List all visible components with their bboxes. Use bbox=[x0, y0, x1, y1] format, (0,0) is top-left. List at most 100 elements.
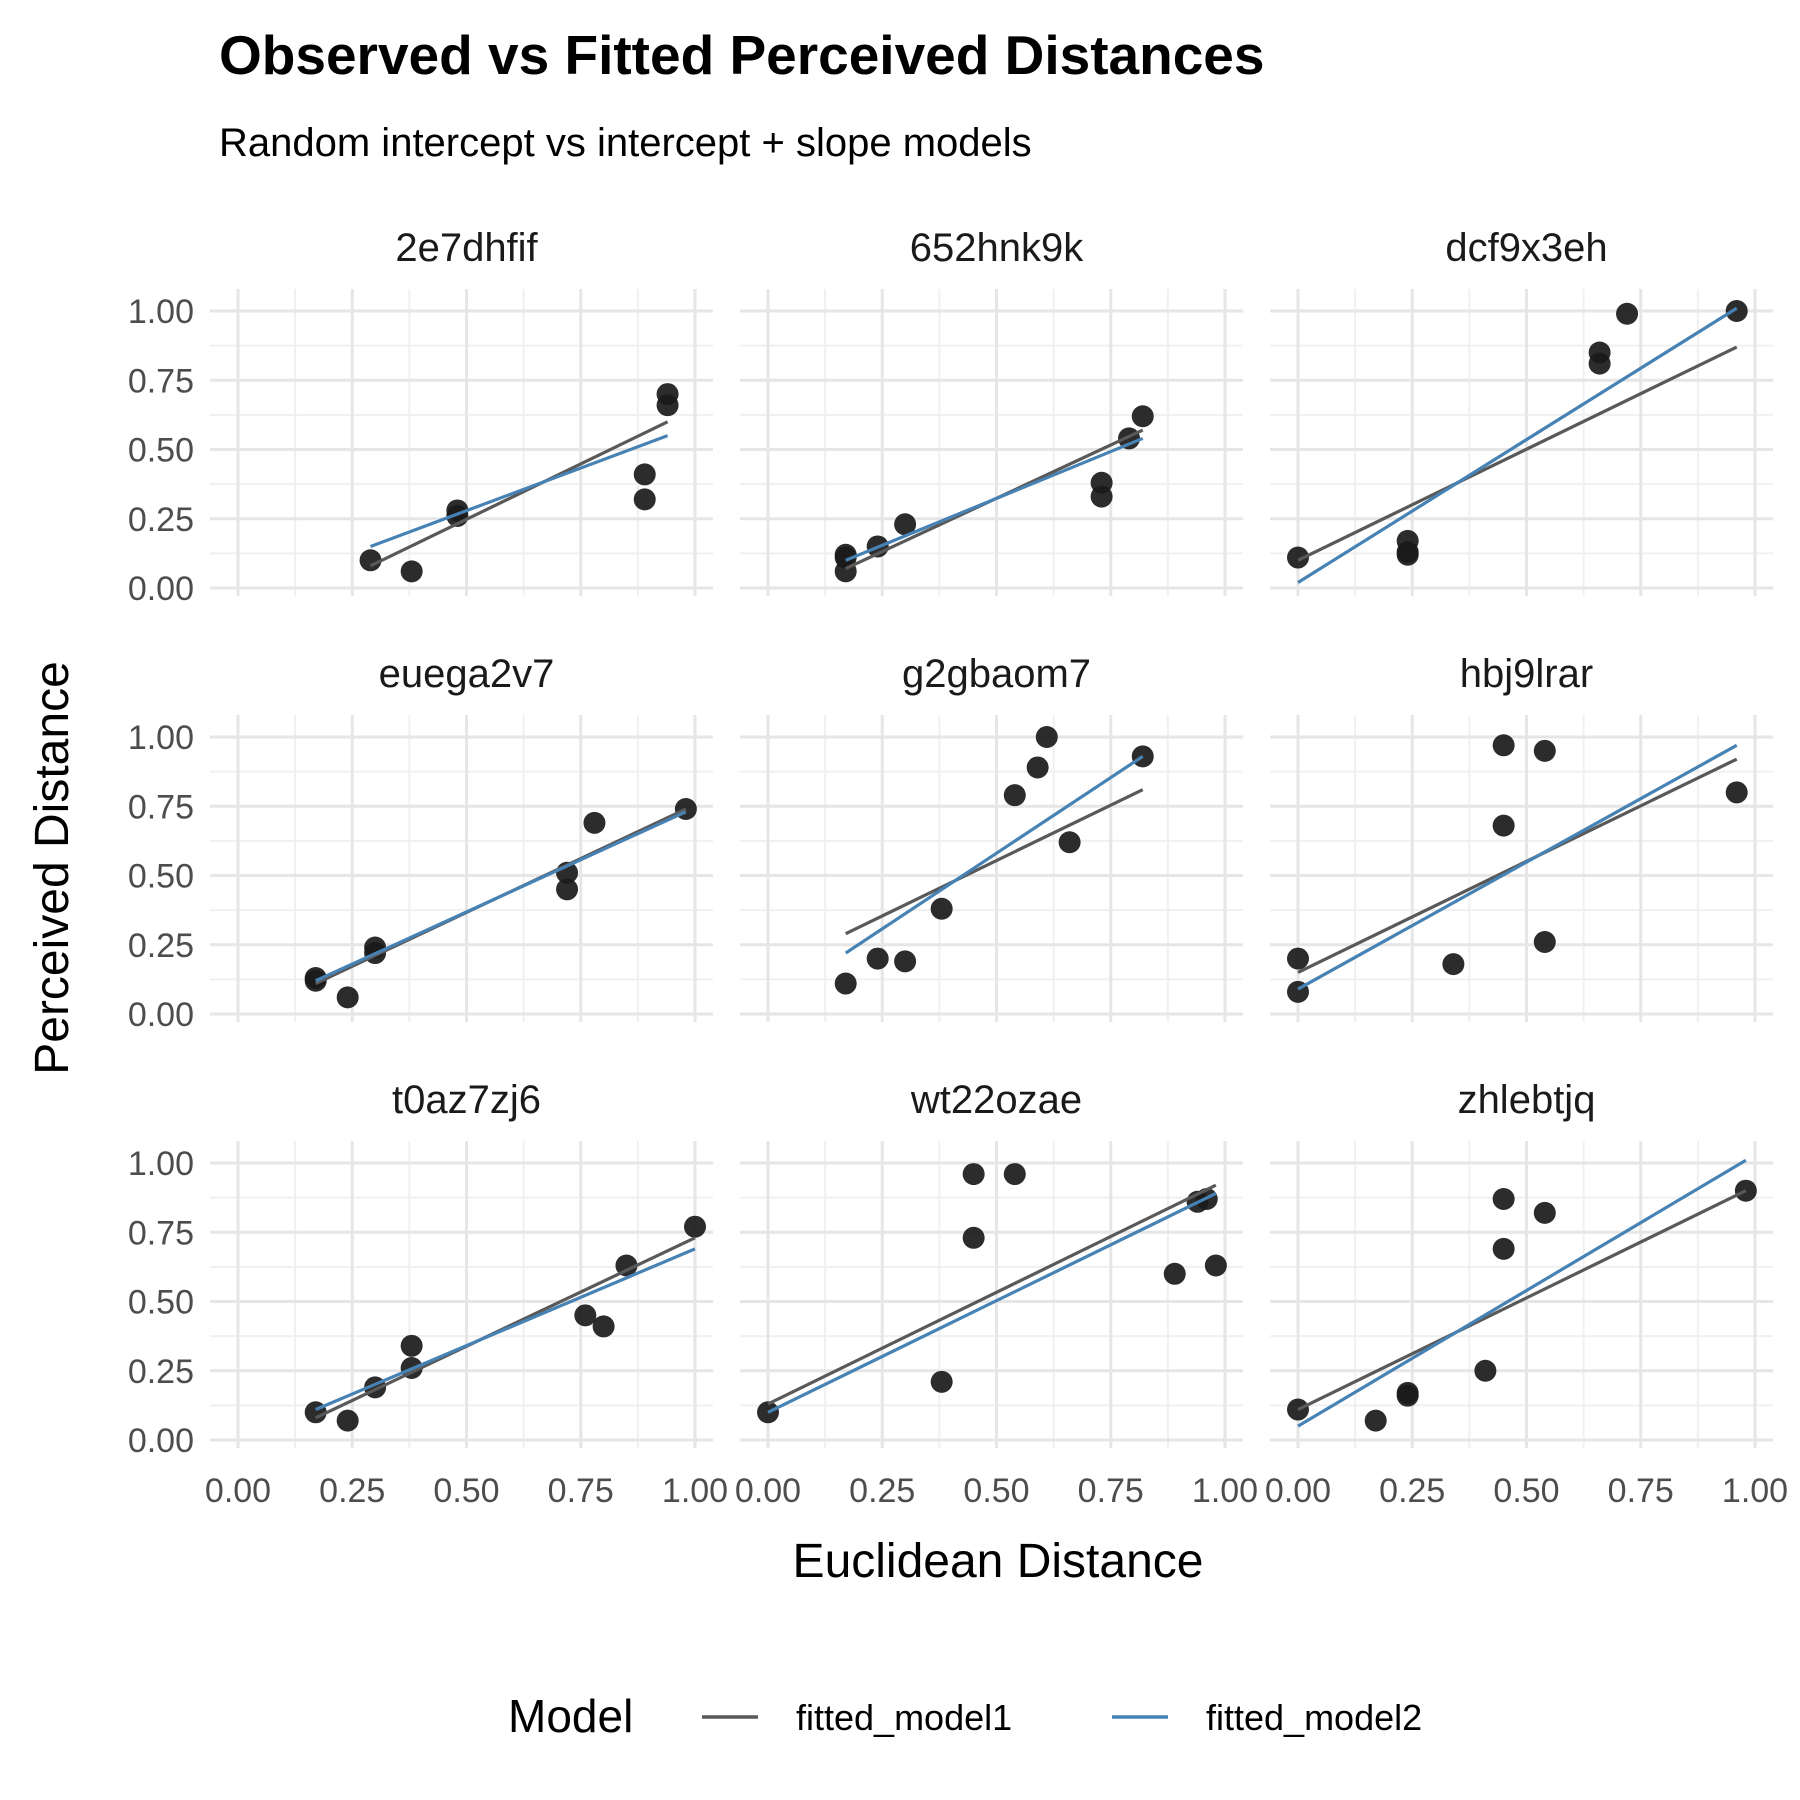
y-tick-label: 0.25 bbox=[128, 501, 194, 539]
fitted_model2-line bbox=[315, 810, 687, 983]
y-tick-label: 1.00 bbox=[128, 719, 194, 757]
x-tick-label: 1.00 bbox=[1192, 1472, 1258, 1510]
x-tick-label: 0.50 bbox=[1493, 1472, 1559, 1510]
data-point bbox=[615, 1254, 638, 1277]
legend-title: Model bbox=[508, 1690, 633, 1742]
fitted_model1-line bbox=[767, 1183, 1217, 1406]
data-point bbox=[930, 1370, 953, 1393]
legend-label: fitted_model1 bbox=[796, 1697, 1012, 1738]
facet-panels: 2e7dhfif 0.00 0.25 0.50 0.75 1.00 652hnk9k dcf9… bbox=[128, 226, 1788, 1510]
facet-label: zhlebtjq bbox=[1458, 1078, 1596, 1122]
data-point bbox=[1492, 814, 1515, 837]
data-point bbox=[359, 549, 382, 572]
data-point bbox=[1533, 739, 1556, 762]
data-point bbox=[574, 1304, 597, 1327]
x-tick-label: 0.25 bbox=[319, 1472, 385, 1510]
y-tick-label: 0.75 bbox=[128, 1214, 194, 1252]
legend-entry-fitted_model1: fitted_model1 bbox=[702, 1697, 1012, 1738]
facet-label: dcf9x3eh bbox=[1445, 226, 1607, 270]
x-tick-label: 0.50 bbox=[433, 1472, 499, 1510]
x-tick-label: 0.25 bbox=[849, 1472, 915, 1510]
x-tick-label: 0.00 bbox=[205, 1472, 271, 1510]
fitted_model1-line bbox=[369, 420, 669, 568]
facet-panel-2e7dhfif: 2e7dhfif 0.00 0.25 0.50 0.75 1.00 bbox=[128, 226, 713, 608]
data-point bbox=[1396, 540, 1419, 563]
data-point bbox=[1003, 1163, 1026, 1186]
chart-title: Observed vs Fitted Perceived Distances bbox=[219, 24, 1264, 86]
data-point bbox=[1090, 485, 1113, 508]
facet-label: t0az7zj6 bbox=[392, 1078, 541, 1122]
x-tick-label: 1.00 bbox=[1722, 1472, 1788, 1510]
facet-label: 652hnk9k bbox=[910, 226, 1084, 270]
data-point bbox=[1442, 953, 1465, 976]
x-tick-label: 0.75 bbox=[1608, 1472, 1674, 1510]
legend: Model fitted_model1 fitted_model2 bbox=[508, 1690, 1422, 1742]
y-tick-label: 0.75 bbox=[128, 362, 194, 400]
facet-label: euega2v7 bbox=[379, 652, 555, 696]
facet-panel-g2gbaom7: g2gbaom7 bbox=[740, 652, 1243, 1022]
data-point bbox=[834, 972, 857, 995]
data-point bbox=[894, 950, 917, 973]
data-point bbox=[1364, 1409, 1387, 1432]
y-tick-label: 0.25 bbox=[128, 927, 194, 965]
data-point bbox=[1204, 1254, 1227, 1277]
data-point bbox=[400, 560, 423, 583]
fitted_model1-line bbox=[1297, 345, 1738, 562]
data-point bbox=[336, 1409, 359, 1432]
facet-panel-wt22ozae: wt22ozae 0.00 0.25 0.50 0.75 1.00 bbox=[735, 1078, 1258, 1510]
data-point bbox=[1058, 831, 1081, 854]
data-point bbox=[1588, 352, 1611, 375]
y-tick-label: 0.50 bbox=[128, 1284, 194, 1322]
y-tick-label: 0.00 bbox=[128, 1422, 194, 1460]
data-point bbox=[400, 1334, 423, 1357]
y-axis-title: Perceived Distance bbox=[26, 661, 79, 1075]
data-point bbox=[1474, 1359, 1497, 1382]
x-tick-label: 0.25 bbox=[1379, 1472, 1445, 1510]
y-tick-label: 0.50 bbox=[128, 432, 194, 470]
x-tick-label: 0.75 bbox=[1078, 1472, 1144, 1510]
data-point bbox=[1035, 726, 1058, 748]
fitted_model2-line bbox=[845, 436, 1144, 562]
x-tick-label: 0.50 bbox=[963, 1472, 1029, 1510]
data-point bbox=[962, 1163, 985, 1186]
data-point bbox=[1163, 1262, 1186, 1285]
data-point bbox=[684, 1215, 706, 1238]
data-point bbox=[930, 897, 953, 920]
fitted_model2-line bbox=[1297, 306, 1738, 584]
data-point bbox=[1396, 1381, 1419, 1404]
legend-entry-fitted_model2: fitted_model2 bbox=[1112, 1697, 1422, 1738]
data-point bbox=[656, 394, 679, 417]
data-point bbox=[633, 463, 656, 486]
data-point bbox=[1026, 756, 1049, 779]
data-point bbox=[336, 986, 359, 1009]
data-point bbox=[583, 811, 606, 834]
data-point bbox=[1533, 1201, 1556, 1224]
facet-label: 2e7dhfif bbox=[395, 226, 538, 270]
x-tick-label: 0.75 bbox=[548, 1472, 614, 1510]
facet-panel-hbj9lrar: hbj9lrar bbox=[1270, 652, 1773, 1022]
facet-panel-652hnk9k: 652hnk9k bbox=[740, 226, 1243, 596]
x-axis-title: Euclidean Distance bbox=[793, 1535, 1204, 1588]
data-point bbox=[1616, 302, 1639, 325]
legend-label: fitted_model2 bbox=[1206, 1697, 1422, 1738]
data-point bbox=[1492, 1237, 1515, 1260]
data-point bbox=[1287, 947, 1309, 970]
x-tick-label: 1.00 bbox=[662, 1472, 728, 1510]
fitted_model2-line bbox=[844, 755, 1144, 955]
fitted_model2-line bbox=[767, 1192, 1217, 1414]
data-point bbox=[1131, 405, 1154, 428]
y-tick-label: 0.00 bbox=[128, 570, 194, 608]
y-tick-label: 0.25 bbox=[128, 1353, 194, 1391]
fitted_model2-line bbox=[315, 1247, 696, 1412]
data-point bbox=[1725, 781, 1748, 804]
facet-label: g2gbaom7 bbox=[902, 652, 1091, 696]
facet-panel-t0az7zj6: t0az7zj6 0.00 0.25 0.50 0.75 1.00 0.00 0.25 0.50… bbox=[128, 1078, 728, 1510]
x-tick-label: 0.00 bbox=[1265, 1472, 1331, 1510]
y-tick-label: 1.00 bbox=[128, 293, 194, 331]
data-point bbox=[1725, 300, 1748, 322]
data-point bbox=[1492, 1188, 1515, 1211]
fitted_model2-line bbox=[1297, 1158, 1747, 1428]
y-tick-label: 0.50 bbox=[128, 858, 194, 896]
data-point bbox=[1492, 734, 1515, 757]
